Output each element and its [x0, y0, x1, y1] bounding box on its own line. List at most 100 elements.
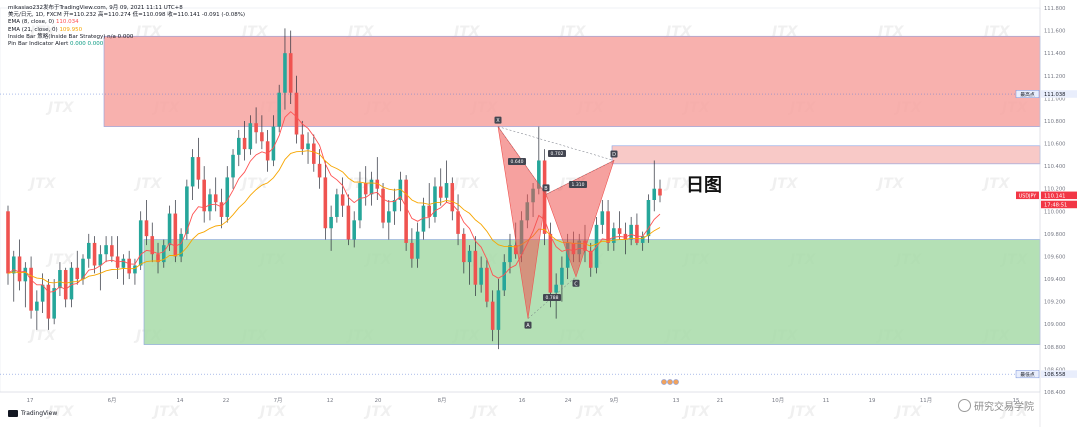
- candle-down[interactable]: [340, 194, 345, 206]
- candle-up[interactable]: [190, 157, 195, 187]
- candle-up[interactable]: [398, 179, 403, 200]
- candle-up[interactable]: [433, 186, 437, 217]
- candle-up[interactable]: [52, 288, 56, 319]
- candle-up[interactable]: [640, 236, 645, 243]
- candle-down[interactable]: [617, 228, 622, 234]
- candle-down[interactable]: [294, 92, 299, 135]
- candle-up[interactable]: [179, 233, 183, 257]
- candle-down[interactable]: [462, 233, 466, 263]
- legend-ema8[interactable]: EMA (8, close, 0) 110.034: [8, 19, 245, 26]
- candle-down[interactable]: [658, 188, 662, 196]
- candle-up[interactable]: [479, 267, 483, 285]
- candle-up[interactable]: [271, 126, 276, 161]
- candle-down[interactable]: [588, 250, 593, 268]
- candle-down[interactable]: [6, 211, 10, 274]
- candle-up[interactable]: [58, 270, 62, 289]
- candle-down[interactable]: [323, 177, 328, 229]
- candle-down[interactable]: [29, 267, 33, 311]
- candle-up[interactable]: [369, 179, 374, 195]
- candle-up[interactable]: [467, 250, 472, 263]
- candle-up[interactable]: [208, 194, 212, 212]
- candle-up[interactable]: [69, 267, 74, 300]
- candle-down[interactable]: [213, 194, 218, 203]
- candle-down[interactable]: [427, 205, 431, 217]
- candle-down[interactable]: [635, 224, 639, 243]
- candle-down[interactable]: [548, 233, 553, 293]
- candle-down[interactable]: [606, 211, 610, 243]
- candle-up[interactable]: [502, 262, 507, 291]
- candle-up[interactable]: [248, 123, 253, 150]
- candle-up[interactable]: [560, 267, 564, 285]
- candle-up[interactable]: [508, 245, 512, 263]
- candle-up[interactable]: [565, 242, 570, 268]
- candle-down[interactable]: [110, 245, 114, 257]
- candle-up[interactable]: [104, 245, 108, 255]
- candle-down[interactable]: [127, 258, 131, 274]
- candle-down[interactable]: [456, 211, 460, 234]
- candle-up[interactable]: [86, 242, 91, 259]
- candle-up[interactable]: [138, 220, 143, 266]
- candle-down[interactable]: [346, 205, 351, 240]
- candle-up[interactable]: [161, 245, 166, 263]
- candle-up[interactable]: [283, 53, 287, 93]
- candle-down[interactable]: [202, 179, 206, 212]
- candle-up[interactable]: [646, 200, 651, 237]
- tradingview-logo[interactable]: TradingView: [8, 410, 57, 417]
- candle-down[interactable]: [485, 267, 489, 302]
- candle-up[interactable]: [81, 258, 85, 280]
- candle-up[interactable]: [237, 137, 241, 155]
- candle-down[interactable]: [92, 242, 97, 266]
- candle-down[interactable]: [375, 179, 380, 189]
- candle-down[interactable]: [363, 183, 368, 195]
- candle-down[interactable]: [156, 254, 160, 263]
- candle-up[interactable]: [35, 301, 39, 311]
- candle-up[interactable]: [629, 224, 633, 240]
- candle-down[interactable]: [242, 137, 247, 150]
- candle-up[interactable]: [612, 228, 616, 243]
- candle-up[interactable]: [652, 188, 657, 200]
- candle-down[interactable]: [173, 213, 178, 257]
- candle-up[interactable]: [167, 213, 172, 246]
- candle-down[interactable]: [46, 284, 51, 319]
- candle-up[interactable]: [352, 220, 356, 240]
- candle-down[interactable]: [63, 270, 68, 300]
- candle-up[interactable]: [306, 143, 310, 150]
- candle-down[interactable]: [410, 242, 414, 259]
- candle-up[interactable]: [387, 211, 391, 223]
- candle-up[interactable]: [277, 92, 281, 127]
- candle-up[interactable]: [231, 154, 235, 178]
- candle-up[interactable]: [23, 267, 28, 282]
- candle-down[interactable]: [265, 141, 270, 161]
- legend-pin-bar[interactable]: Pin Bar Indicator Alert 0.000 0.000: [8, 41, 245, 48]
- candle-down[interactable]: [404, 179, 408, 243]
- candle-down[interactable]: [490, 301, 495, 330]
- candle-up[interactable]: [554, 284, 558, 293]
- candle-down[interactable]: [75, 267, 80, 280]
- candle-up[interactable]: [133, 265, 137, 274]
- candle-up[interactable]: [358, 183, 362, 221]
- candle-up[interactable]: [392, 200, 397, 212]
- candle-up[interactable]: [121, 258, 126, 268]
- candle-down[interactable]: [219, 202, 224, 217]
- candle-down[interactable]: [300, 134, 305, 150]
- candle-down[interactable]: [513, 245, 518, 255]
- candle-up[interactable]: [537, 160, 541, 189]
- candle-down[interactable]: [288, 53, 293, 93]
- candle-down[interactable]: [17, 256, 22, 282]
- candle-down[interactable]: [312, 143, 316, 164]
- candle-up[interactable]: [421, 205, 426, 232]
- legend-inside-bar[interactable]: Inside Bar 策略(Inside Bar Strategy) n/a 0…: [8, 34, 245, 41]
- legend-ema21[interactable]: EMA (21, close, 0) 109.950: [8, 27, 245, 34]
- candle-up[interactable]: [415, 231, 420, 259]
- candle-down[interactable]: [438, 186, 443, 198]
- candle-down[interactable]: [196, 157, 201, 180]
- candle-up[interactable]: [40, 284, 45, 302]
- candle-up[interactable]: [329, 216, 333, 229]
- candle-up[interactable]: [496, 290, 501, 330]
- candle-up[interactable]: [335, 194, 339, 217]
- candle-down[interactable]: [260, 132, 264, 142]
- candle-down[interactable]: [381, 188, 385, 223]
- candle-up[interactable]: [600, 211, 605, 225]
- candle-down[interactable]: [254, 123, 258, 133]
